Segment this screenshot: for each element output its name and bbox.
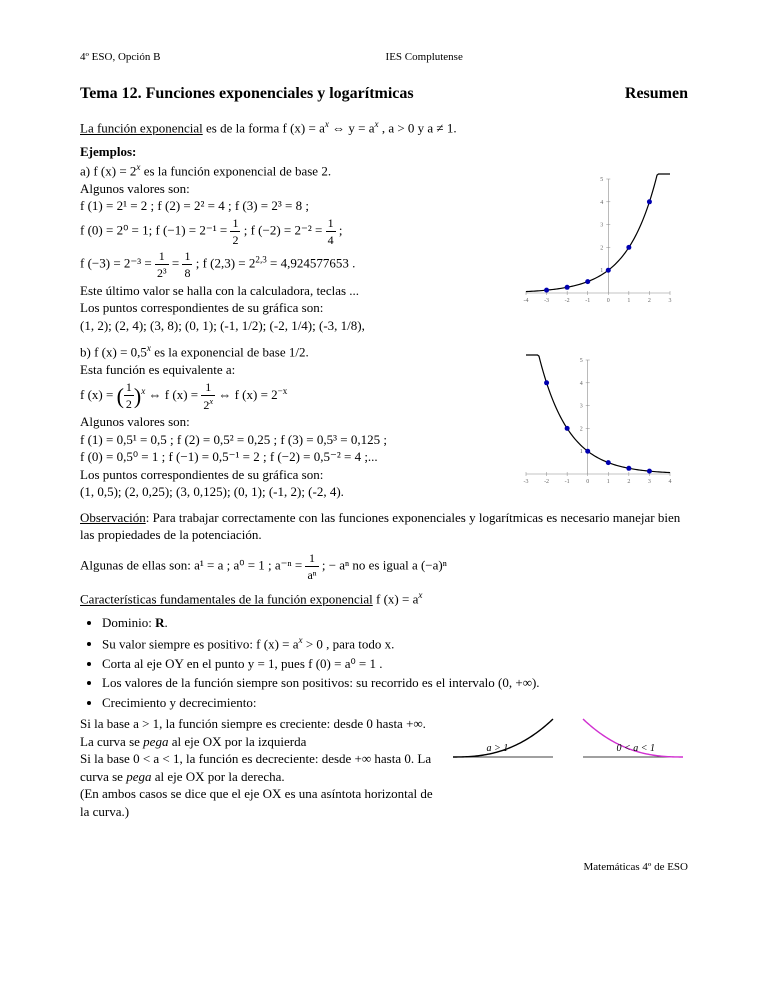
svg-text:4: 4 — [669, 479, 672, 485]
title-right: Resumen — [625, 83, 688, 105]
svg-text:5: 5 — [600, 177, 603, 183]
obs-props: Algunas de ellas son: a¹ = a ; a⁰ = 1 ; … — [80, 550, 688, 583]
svg-text:-2: -2 — [565, 298, 570, 304]
svg-text:-3: -3 — [544, 298, 549, 304]
svg-text:3: 3 — [669, 298, 672, 304]
bullet-range: Los valores de la función siempre son po… — [102, 674, 688, 692]
svg-text:1: 1 — [607, 479, 610, 485]
svg-text:1: 1 — [627, 298, 630, 304]
svg-text:0 < a < 1: 0 < a < 1 — [617, 743, 656, 754]
svg-text:-1: -1 — [565, 479, 570, 485]
svg-text:5: 5 — [580, 358, 583, 364]
svg-text:3: 3 — [600, 222, 603, 228]
svg-text:2: 2 — [580, 427, 583, 433]
page-header: 4º ESO, Opción B IES Complutense — [80, 50, 688, 65]
example-b-text: b) f (x) = 0,5x es la exponencial de bas… — [80, 342, 498, 501]
example-a-row: a) f (x) = 2x es la función exponencial … — [80, 161, 688, 334]
svg-text:3: 3 — [580, 404, 583, 410]
mini-graphs: a > 1 0 < a < 1 — [448, 715, 688, 765]
header-left: 4º ESO, Opción B — [80, 50, 160, 65]
page-title: Tema 12. Funciones exponenciales y logar… — [80, 83, 688, 105]
svg-text:0: 0 — [586, 479, 589, 485]
svg-text:4: 4 — [580, 381, 583, 387]
example-b-row: b) f (x) = 0,5x es la exponencial de bas… — [80, 342, 688, 501]
bullet-positive: Su valor siempre es positivo: f (x) = ax… — [102, 634, 688, 653]
bullet-oy: Corta al eje OY en el punto y = 1, pues … — [102, 655, 688, 673]
svg-text:-4: -4 — [524, 298, 529, 304]
svg-text:2: 2 — [600, 245, 603, 251]
svg-text:2: 2 — [627, 479, 630, 485]
svg-text:1: 1 — [600, 268, 603, 274]
intro-line: La función exponencial es de la forma f … — [80, 118, 688, 137]
intro-label: La función exponencial — [80, 121, 203, 136]
svg-text:-3: -3 — [524, 479, 529, 485]
svg-text:0: 0 — [607, 298, 610, 304]
svg-text:a > 1: a > 1 — [487, 743, 509, 754]
growth-decay-row: Si la base a > 1, la función siempre es … — [80, 715, 688, 820]
svg-text:2: 2 — [648, 298, 651, 304]
svg-text:-2: -2 — [544, 479, 549, 485]
svg-text:3: 3 — [648, 479, 651, 485]
mini-graph-decay: 0 < a < 1 — [578, 715, 688, 765]
bullet-domain: Dominio: R. — [102, 614, 688, 632]
svg-text:-1: -1 — [585, 298, 590, 304]
examples-label: Ejemplos: — [80, 143, 688, 161]
page-footer: Matemáticas 4º de ESO — [80, 860, 688, 875]
growth-decay-text: Si la base a > 1, la función siempre es … — [80, 715, 438, 820]
observation: Observación: Para trabajar correctamente… — [80, 509, 688, 544]
chart-exp-growth: -4 -3 -2 -1 0 1 2 3 1 2 3 4 5 — [508, 161, 688, 311]
obs-label: Observación — [80, 510, 146, 525]
mini-graph-growth: a > 1 — [448, 715, 558, 765]
characteristics-list: Dominio: R. Su valor siempre es positivo… — [80, 614, 688, 711]
characteristics-title: Características fundamentales de la func… — [80, 589, 688, 608]
example-a-text: a) f (x) = 2x es la función exponencial … — [80, 161, 498, 334]
title-left: Tema 12. Funciones exponenciales y logar… — [80, 83, 414, 105]
svg-text:1: 1 — [580, 449, 583, 455]
svg-text:4: 4 — [600, 200, 603, 206]
header-center: IES Complutense — [386, 50, 463, 65]
bullet-growth: Crecimiento y decrecimiento: — [102, 694, 688, 712]
chart-exp-decay: -3 -2 -1 0 1 2 3 4 1 2 3 4 5 — [508, 342, 688, 492]
